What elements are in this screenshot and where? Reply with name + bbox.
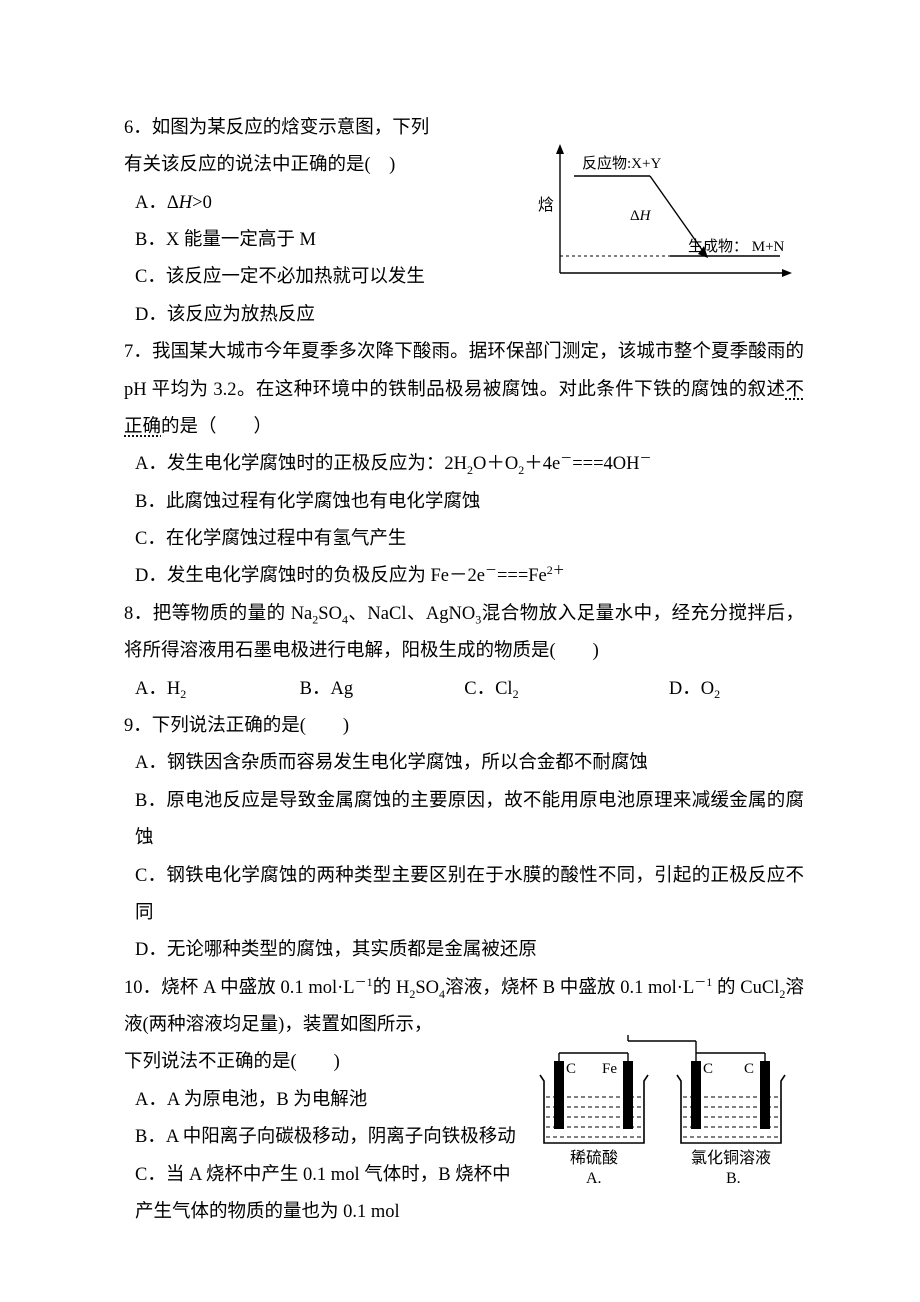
q8-option-a: A．H2	[135, 671, 295, 708]
q8-options: A．H2 B．Ag C．Cl2 D．O2	[124, 671, 804, 708]
q7-option-a: A．发生电化学腐蚀时的正极反应为：2H2O＋O2＋4e－===4OH－	[135, 446, 804, 484]
question-8: 8．把等物质的量的 Na2SO4、NaCl、AgNO3混合物放入足量水中，经充分…	[124, 596, 804, 708]
right-electrode-1: C	[703, 1061, 713, 1077]
q9-option-b: B．原电池反应是导致金属腐蚀的主要原因，故不能用原电池原理来减缓金属的腐蚀	[135, 783, 804, 858]
product-label: 生成物： M+N	[688, 238, 785, 255]
q10-stem: 10．烧杯 A 中盛放 0.1 mol·L－1的 H2SO4溶液，烧杯 B 中盛…	[124, 970, 804, 1045]
q9-option-d: D．无论哪种类型的腐蚀，其实质都是金属被还原	[135, 932, 804, 969]
q9-stem: 9．下列说法正确的是( )	[124, 708, 804, 745]
question-9: 9．下列说法正确的是( ) A．钢铁因含杂质而容易发生电化学腐蚀，所以合金都不耐…	[124, 708, 804, 970]
beakers-svg: C Fe C C 稀硫酸 氯化铜溶液 A. B.	[536, 1035, 808, 1193]
beakers-diagram: C Fe C C 稀硫酸 氯化铜溶液 A. B.	[536, 1035, 808, 1193]
q7-stem: 7．我国某大城市今年夏季多次降下酸雨。据环保部门测定，该城市整个夏季酸雨的 pH…	[124, 334, 804, 446]
q9-options: A．钢铁因含杂质而容易发生电化学腐蚀，所以合金都不耐腐蚀 B．原电池反应是导致金…	[124, 745, 804, 969]
enthalpy-svg: 反应物:X+Y ΔH 生成物： M+N 焓	[530, 138, 800, 298]
beaker-a-label: A.	[586, 1170, 602, 1187]
left-electrode-2: Fe	[602, 1061, 617, 1077]
right-electrode-2: C	[744, 1061, 754, 1077]
q8-option-b: B．Ag	[300, 671, 460, 708]
q8-option-c: C．Cl2	[464, 671, 664, 708]
q7-option-c: C．在化学腐蚀过程中有氢气产生	[135, 521, 804, 558]
q8-option-d: D．O2	[669, 671, 720, 708]
q6-option-d: D．该反应为放热反应	[135, 297, 804, 334]
q8-stem: 8．把等物质的量的 Na2SO4、NaCl、AgNO3混合物放入足量水中，经充分…	[124, 596, 804, 671]
left-solution-label: 稀硫酸	[570, 1149, 618, 1167]
q10-option-c-line2: 产生气体的物质的量也为 0.1 mol	[135, 1194, 804, 1231]
q6-stem-line2: 有关该反应的说法中正确的是( )	[124, 155, 395, 175]
question-7: 7．我国某大城市今年夏季多次降下酸雨。据环保部门测定，该城市整个夏季酸雨的 pH…	[124, 334, 804, 596]
left-electrode-1: C	[566, 1061, 576, 1077]
q7-options: A．发生电化学腐蚀时的正极反应为：2H2O＋O2＋4e－===4OH－ B．此腐…	[124, 446, 804, 596]
q9-option-c: C．钢铁电化学腐蚀的两种类型主要区别在于水膜的酸性不同，引起的正极反应不同	[135, 858, 804, 933]
delta-h-label: ΔH	[630, 208, 652, 224]
beaker-b-label: B.	[726, 1170, 741, 1187]
q7-option-d: D．发生电化学腐蚀时的负极反应为 Fe－2e－===Fe2＋	[135, 558, 804, 596]
y-axis-label: 焓	[538, 196, 554, 214]
right-solution-label: 氯化铜溶液	[691, 1149, 771, 1167]
enthalpy-diagram: 反应物:X+Y ΔH 生成物： M+N 焓	[530, 138, 800, 298]
q9-option-a: A．钢铁因含杂质而容易发生电化学腐蚀，所以合金都不耐腐蚀	[135, 745, 804, 782]
q6-stem-line1: 6．如图为某反应的焓变示意图，下列	[124, 118, 429, 138]
reactant-label: 反应物:X+Y	[582, 154, 661, 172]
q7-option-b: B．此腐蚀过程有化学腐蚀也有电化学腐蚀	[135, 484, 804, 521]
